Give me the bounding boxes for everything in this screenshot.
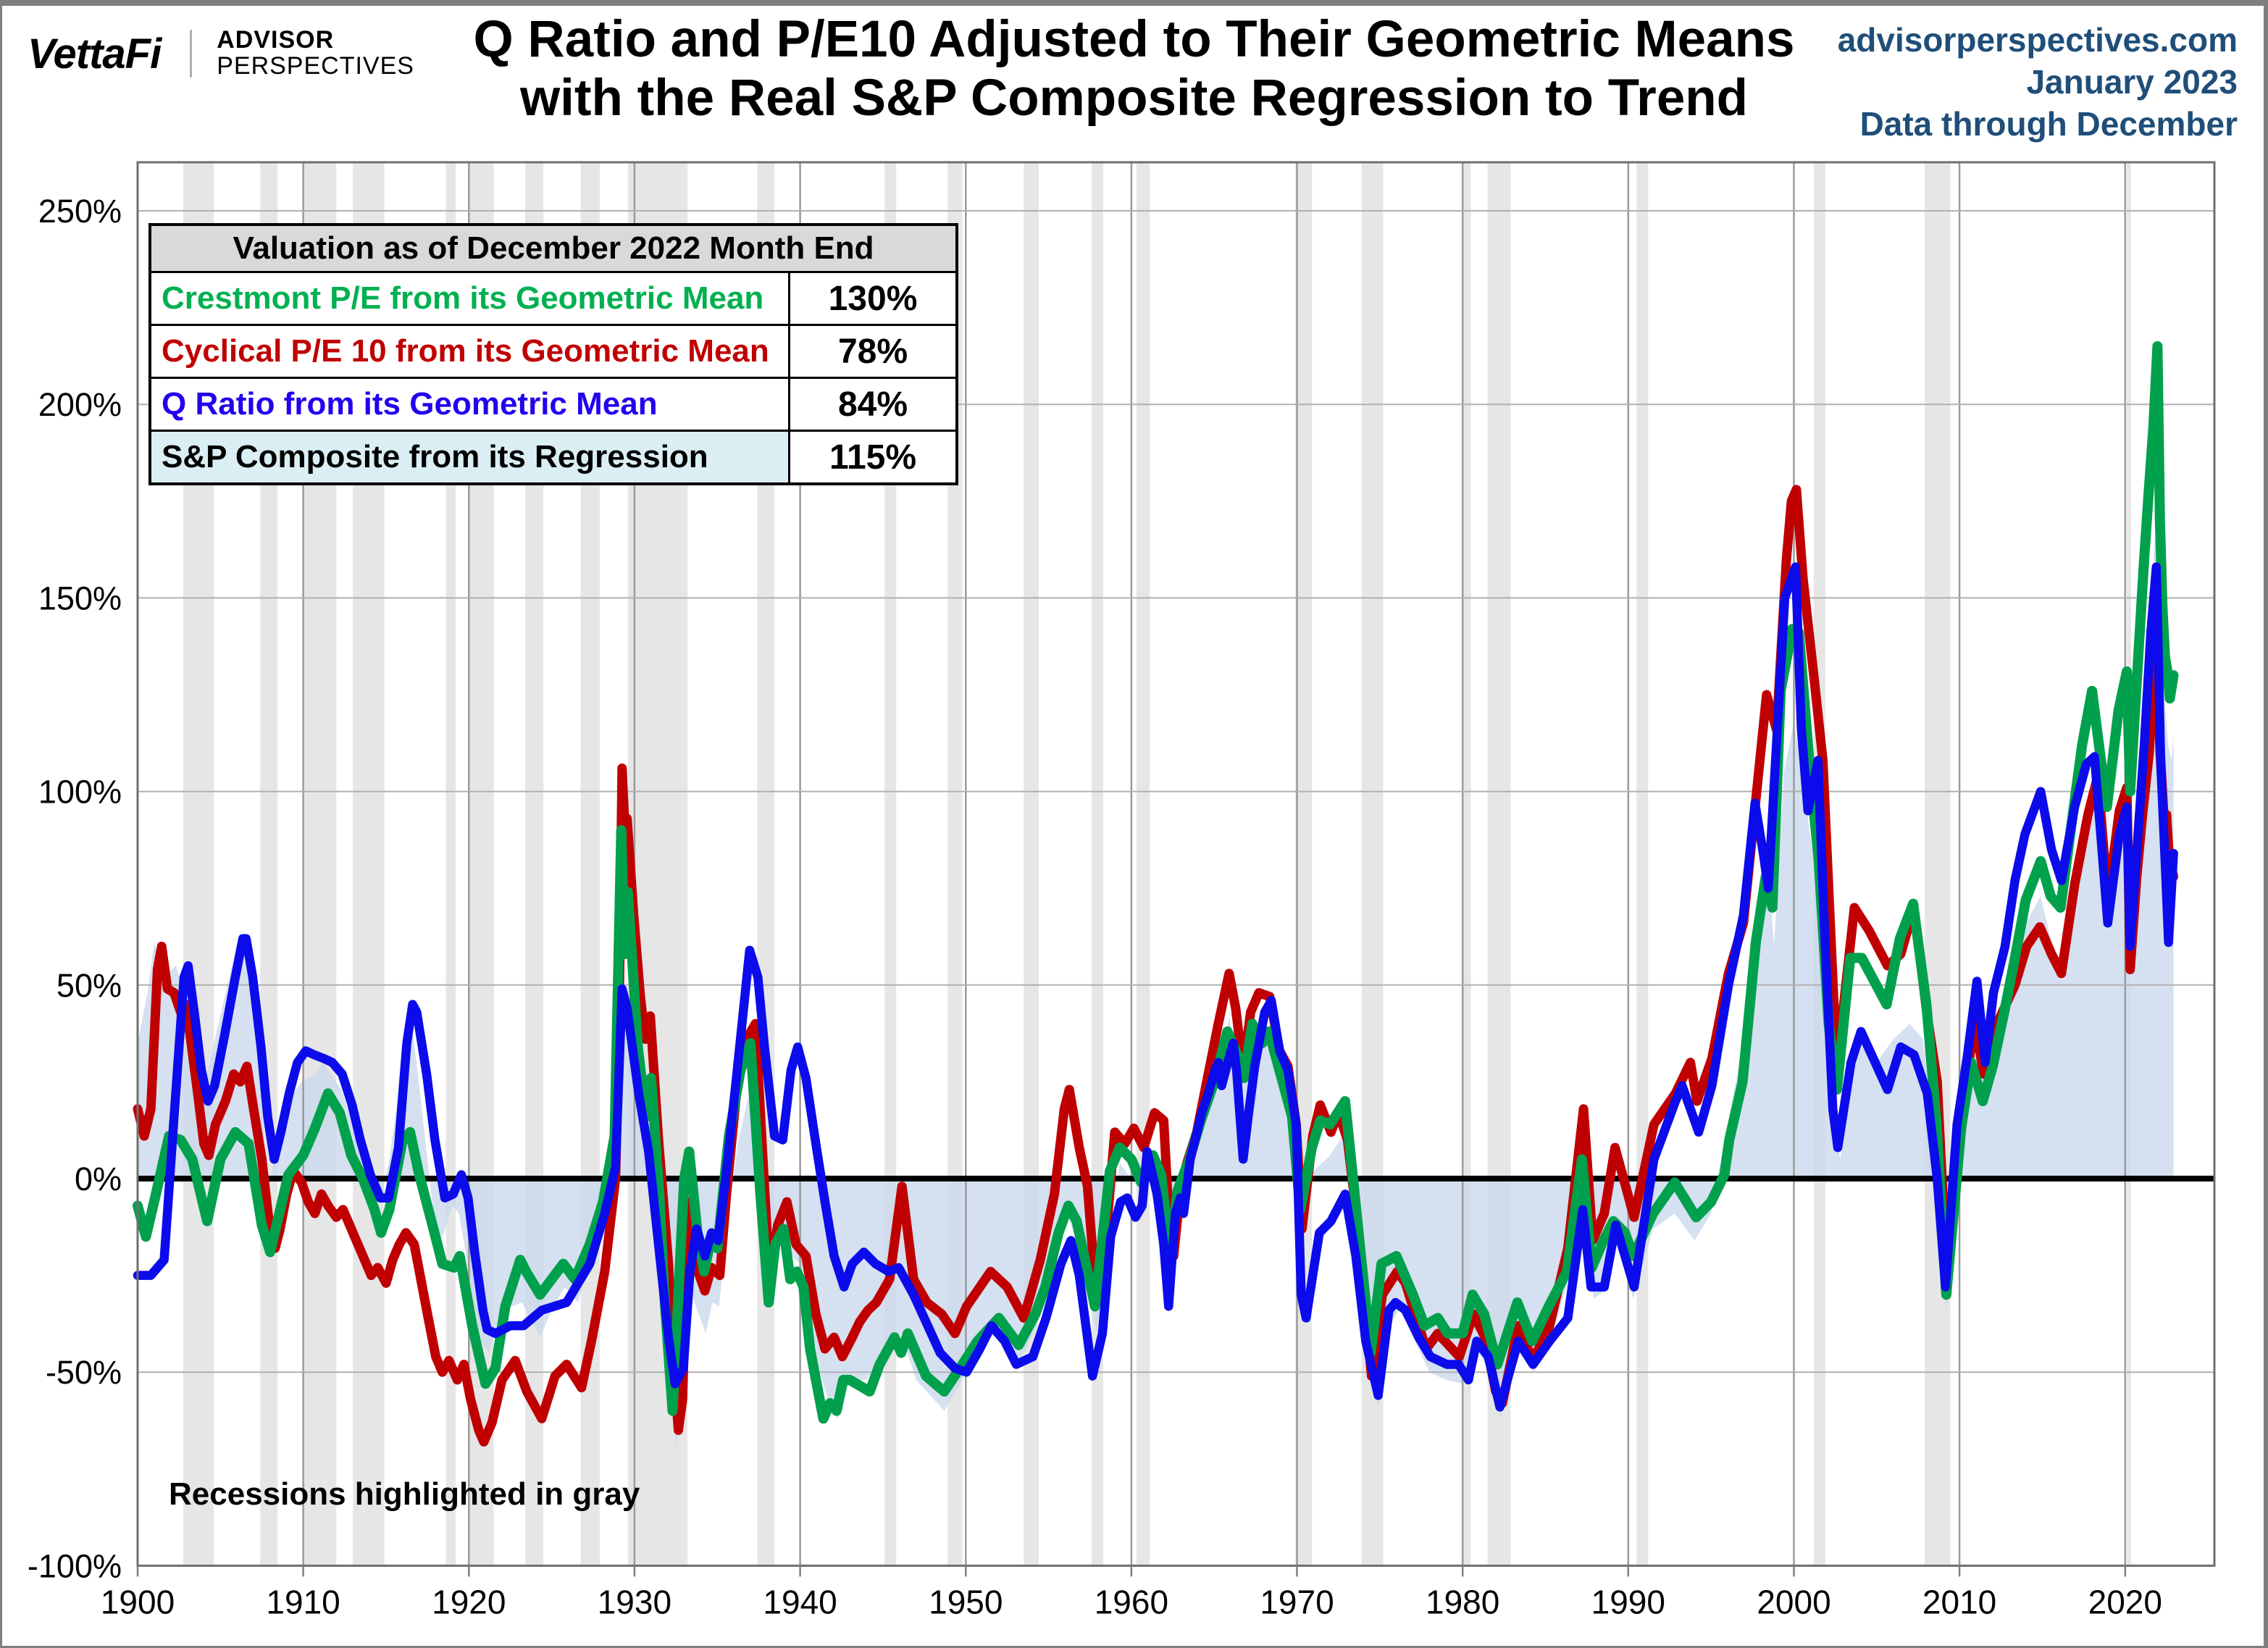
legend-value-crestmont: 130% [788, 273, 955, 324]
x-axis-label: 1960 [1095, 1583, 1168, 1620]
recession-band [1136, 162, 1150, 1566]
recession-band [1463, 162, 1471, 1566]
series-line-cyclical-pe10 [133, 485, 2179, 1447]
chart-title: Q Ratio and P/E10 Adjusted to Their Geom… [0, 10, 2268, 127]
y-axis-label: 100% [38, 774, 122, 811]
y-axis-label: 250% [38, 193, 122, 230]
chart-title-line1: Q Ratio and P/E10 Adjusted to Their Geom… [473, 11, 1795, 68]
y-axis-label: -50% [46, 1354, 122, 1391]
advisor-perspectives-logo: ADVISOR PERSPECTIVES [217, 28, 414, 79]
legend-label-qratio: Q Ratio from its Geometric Mean [151, 379, 788, 430]
source-date: January 2023 [2026, 63, 2238, 101]
source-site: advisorperspectives.com [1837, 21, 2238, 59]
x-axis-label: 2020 [2088, 1583, 2162, 1620]
series-line-q-ratio [133, 562, 2178, 1412]
x-axis-label: 1980 [1426, 1583, 1499, 1620]
y-axis-label: 150% [38, 580, 122, 616]
source-attribution: advisorperspectives.com January 2023 Dat… [1838, 19, 2238, 145]
page-frame-bottom [0, 1646, 2268, 1648]
recession-band [1636, 162, 1649, 1566]
recession-band [1925, 162, 1951, 1566]
vettafi-logo: VettaFi [28, 30, 162, 78]
plot-border [136, 161, 2216, 1567]
brand-bar: VettaFi ADVISOR PERSPECTIVES [28, 25, 414, 83]
y-axis-label: 200% [38, 386, 122, 423]
legend-label-sp-composite: S&P Composite from its Regression [151, 432, 788, 482]
advisor-perspectives-logo-line2: PERSPECTIVES [217, 52, 414, 80]
x-axis-label: 2000 [1757, 1583, 1830, 1620]
x-axis-label: 1930 [598, 1583, 671, 1620]
recession-footnote: Recessions highlighted in gray [169, 1476, 640, 1512]
x-axis-label: 1990 [1591, 1583, 1665, 1620]
legend-value-qratio: 84% [788, 379, 955, 430]
x-axis-label: 1940 [763, 1583, 837, 1620]
legend-row-sp-composite: S&P Composite from its Regression 115% [151, 432, 955, 482]
advisor-perspectives-logo-line1: ADVISOR [217, 26, 335, 54]
brand-divider [190, 30, 193, 78]
y-axis-label: 0% [75, 1160, 122, 1197]
x-axis-label: 1900 [101, 1583, 175, 1620]
legend-row-crestmont: Crestmont P/E from its Geometric Mean 13… [151, 273, 955, 326]
legend-value-pe10: 78% [788, 326, 955, 377]
page-frame-top [0, 0, 2268, 6]
page-frame-right [2264, 0, 2268, 1648]
x-axis-label: 1920 [432, 1583, 506, 1620]
series-line-crestmont-pe [133, 341, 2179, 1424]
valuation-legend-table: Valuation as of December 2022 Month End … [148, 223, 958, 485]
x-axis-label: 2010 [1922, 1583, 1996, 1620]
legend-header: Valuation as of December 2022 Month End [151, 226, 955, 273]
legend-value-sp-composite: 115% [788, 432, 955, 482]
legend-label-pe10: Cyclical P/E 10 from its Geometric Mean [151, 326, 788, 377]
y-axis-label: -100% [28, 1547, 122, 1584]
sp-composite-area [138, 497, 2174, 1450]
x-axis-label: 1910 [266, 1583, 340, 1620]
chart-title-line2: with the Real S&P Composite Regression t… [519, 70, 1749, 127]
legend-label-crestmont: Crestmont P/E from its Geometric Mean [151, 273, 788, 324]
source-data-through: Data through December [1859, 105, 2238, 143]
y-axis-label: 50% [57, 967, 122, 1004]
legend-row-pe10: Cyclical P/E 10 from its Geometric Mean … [151, 326, 955, 379]
page-frame-left [0, 0, 2, 1648]
legend-row-qratio: Q Ratio from its Geometric Mean 84% [151, 379, 955, 432]
x-axis-label: 1970 [1260, 1583, 1334, 1620]
x-axis-label: 1950 [929, 1583, 1003, 1620]
